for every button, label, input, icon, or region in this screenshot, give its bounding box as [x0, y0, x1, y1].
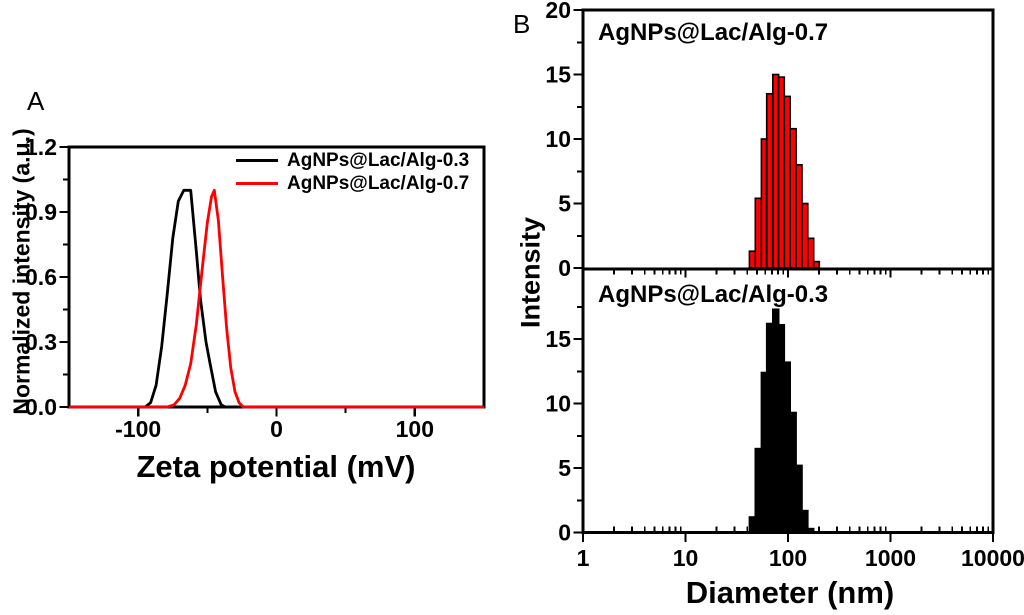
- svg-text:10: 10: [673, 545, 699, 571]
- svg-text:1.2: 1.2: [25, 134, 57, 160]
- svg-text:15: 15: [545, 326, 571, 352]
- svg-text:0.6: 0.6: [25, 264, 57, 290]
- svg-text:0: 0: [558, 255, 571, 281]
- histogram-bar: [783, 361, 791, 534]
- svg-text:-100: -100: [115, 416, 161, 442]
- svg-text:100: 100: [769, 545, 807, 571]
- annotation-alg-0.3: AgNPs@Lac/Alg-0.3: [598, 281, 829, 308]
- histogram-bar: [748, 516, 757, 534]
- svg-text:5: 5: [558, 191, 571, 217]
- histogram-bar: [783, 95, 791, 269]
- x-axis-b: 1 10 100 1000 10000: [577, 270, 1024, 571]
- histogram-bar: [801, 202, 809, 269]
- legend-item: AgNPs@Lac/Alg-0.7: [236, 172, 469, 195]
- svg-text:0.0: 0.0: [25, 394, 57, 420]
- legend: AgNPs@Lac/Alg-0.3 AgNPs@Lac/Alg-0.7: [236, 149, 469, 195]
- histogram-bar: [795, 164, 803, 269]
- histogram-bar: [754, 197, 763, 269]
- histogram-bar: [754, 447, 763, 534]
- histogram-bar: [777, 323, 786, 534]
- legend-item: AgNPs@Lac/Alg-0.3: [236, 149, 469, 172]
- series-line-AgNPs@Lac/Alg-0.7: [69, 188, 484, 409]
- histogram-bar: [801, 509, 809, 534]
- histogram-bar: [777, 76, 786, 269]
- legend-item-label: AgNPs@Lac/Alg-0.3: [287, 150, 470, 171]
- legend-item-label: AgNPs@Lac/Alg-0.7: [287, 173, 470, 194]
- svg-text:1000: 1000: [865, 545, 916, 571]
- svg-text:5: 5: [558, 455, 571, 481]
- histogram-bar: [789, 127, 797, 269]
- panel-b-label: B: [513, 9, 531, 39]
- svg-text:0: 0: [270, 416, 283, 442]
- svg-text:10000: 10000: [961, 545, 1024, 571]
- legend-line-swatch-red: [236, 182, 278, 185]
- svg-text:1: 1: [577, 545, 590, 571]
- svg-text:0.9: 0.9: [25, 199, 57, 225]
- y-axis-a: 0.0 0.3 0.6 0.9 1.2: [25, 134, 68, 420]
- zeta-chart: -100 0 100 0.0 0.3 0.6 0.9 1.2: [25, 134, 486, 442]
- y-axis-title-zeta: Normalized intensity (a.u.): [8, 128, 35, 415]
- legend-line-swatch-black: [236, 159, 278, 162]
- series-line-AgNPs@Lac/Alg-0.3: [69, 188, 484, 409]
- svg-text:0: 0: [558, 520, 571, 546]
- svg-text:100: 100: [396, 416, 434, 442]
- histogram-alg-0.7: [748, 73, 821, 269]
- x-axis-title-diameter: Diameter (nm): [685, 575, 895, 610]
- svg-text:10: 10: [545, 126, 571, 152]
- panel-a-label: A: [27, 86, 45, 116]
- histogram-bar: [789, 411, 797, 534]
- histogram-bar: [812, 260, 821, 269]
- y-axis-bottom: 15 10 5 0: [545, 305, 582, 546]
- svg-text:0.3: 0.3: [25, 329, 57, 355]
- histogram-bar: [748, 250, 757, 269]
- annotation-alg-0.7: AgNPs@Lac/Alg-0.7: [598, 19, 829, 46]
- x-axis-title-zeta: Zeta potential (mV): [136, 449, 416, 484]
- histogram-bar: [806, 237, 815, 269]
- x-axis-a: -100 0 100: [115, 408, 434, 442]
- histogram-bar: [765, 93, 774, 269]
- y-axis-top: 20 15 10 5 0: [545, 0, 582, 281]
- svg-text:15: 15: [545, 62, 571, 88]
- histogram-bar: [795, 464, 803, 534]
- svg-text:10: 10: [545, 391, 571, 417]
- y-axis-title-intensity: Intensity: [515, 216, 546, 329]
- histogram-alg-0.3: [748, 308, 815, 534]
- histogram-bar: [765, 322, 774, 534]
- svg-text:20: 20: [545, 0, 571, 23]
